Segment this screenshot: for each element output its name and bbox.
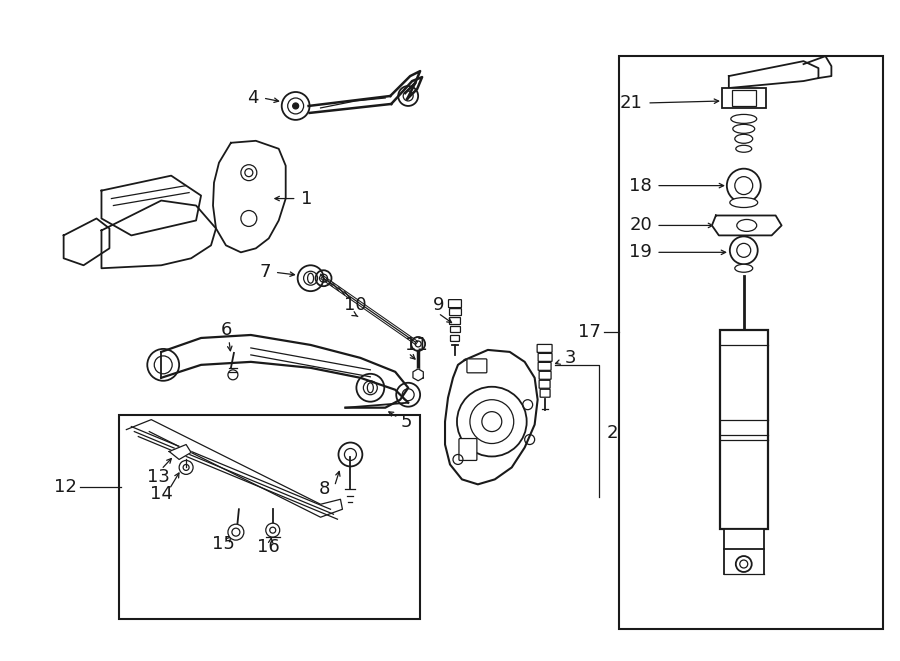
Text: 21: 21 [619, 94, 643, 112]
Circle shape [740, 560, 748, 568]
Text: 1: 1 [301, 190, 312, 208]
Text: 12: 12 [54, 479, 76, 496]
Text: 16: 16 [257, 538, 280, 556]
Ellipse shape [733, 124, 755, 134]
Bar [732, 90, 756, 106]
Polygon shape [64, 219, 110, 265]
FancyBboxPatch shape [459, 438, 477, 461]
FancyBboxPatch shape [538, 354, 552, 362]
Ellipse shape [730, 198, 758, 208]
Circle shape [730, 237, 758, 264]
Circle shape [737, 243, 751, 257]
Text: 17: 17 [579, 323, 601, 341]
FancyBboxPatch shape [467, 359, 487, 373]
Ellipse shape [734, 134, 752, 143]
Text: 13: 13 [147, 469, 170, 486]
Ellipse shape [308, 273, 313, 283]
Circle shape [292, 103, 299, 109]
Polygon shape [126, 420, 343, 517]
Ellipse shape [367, 383, 374, 393]
Ellipse shape [737, 219, 757, 231]
Bar [724, 529, 764, 549]
Polygon shape [729, 61, 818, 88]
FancyBboxPatch shape [539, 371, 551, 379]
Circle shape [736, 556, 752, 572]
Polygon shape [445, 350, 537, 485]
Polygon shape [413, 369, 423, 381]
Text: 2: 2 [607, 424, 617, 442]
Circle shape [727, 169, 760, 202]
Text: 19: 19 [629, 243, 652, 261]
Ellipse shape [731, 114, 757, 124]
Text: 18: 18 [629, 176, 652, 194]
Polygon shape [169, 444, 191, 459]
FancyBboxPatch shape [540, 389, 550, 397]
Circle shape [228, 524, 244, 540]
Polygon shape [213, 141, 285, 253]
Text: 9: 9 [433, 296, 445, 314]
FancyBboxPatch shape [538, 362, 551, 370]
Bar [722, 88, 766, 108]
Polygon shape [102, 200, 216, 268]
Circle shape [179, 461, 194, 475]
Text: 14: 14 [149, 485, 173, 503]
Text: 5: 5 [400, 412, 411, 430]
Polygon shape [102, 176, 201, 235]
Text: 7: 7 [259, 263, 271, 281]
Polygon shape [712, 215, 781, 235]
Bar [619, 56, 883, 629]
Text: 6: 6 [220, 321, 231, 339]
Bar [120, 414, 420, 619]
Text: 3: 3 [564, 349, 576, 367]
FancyBboxPatch shape [537, 344, 552, 352]
Text: 4: 4 [248, 89, 259, 107]
Circle shape [734, 176, 752, 194]
FancyBboxPatch shape [539, 380, 550, 388]
Bar [720, 330, 768, 529]
Text: 10: 10 [344, 296, 366, 314]
Circle shape [266, 524, 280, 537]
Text: 20: 20 [629, 216, 652, 235]
Text: 15: 15 [212, 535, 234, 553]
Ellipse shape [736, 145, 752, 152]
Ellipse shape [734, 264, 752, 272]
Text: 8: 8 [320, 481, 330, 498]
Text: 11: 11 [405, 336, 428, 354]
